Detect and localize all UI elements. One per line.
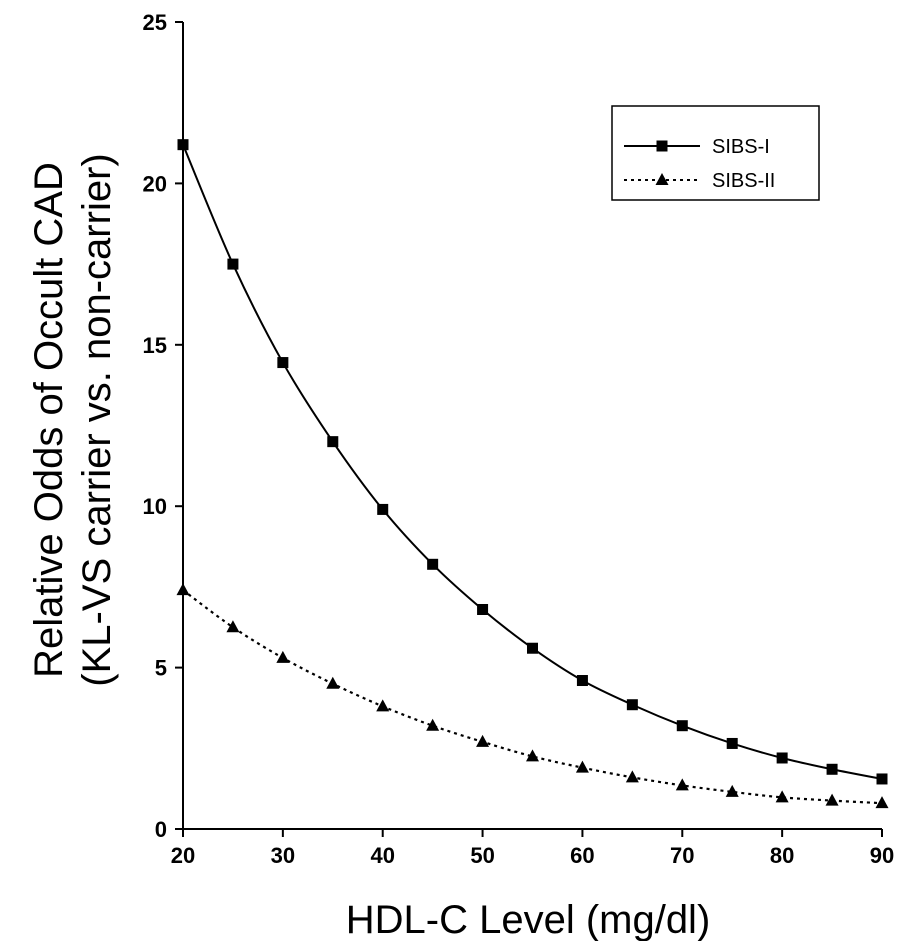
data-point-square <box>726 737 738 749</box>
legend-marker-square <box>656 140 668 152</box>
axes <box>182 22 882 830</box>
legend-marker-triangle <box>655 173 669 185</box>
data-point-triangle <box>476 734 490 747</box>
data-point-triangle <box>675 778 689 791</box>
data-point-square <box>427 558 439 570</box>
data-point-triangle <box>376 699 390 712</box>
x-tick-label: 30 <box>271 843 295 868</box>
x-tick-label: 90 <box>870 843 894 868</box>
data-point-square <box>327 436 339 448</box>
data-point-square <box>177 139 189 151</box>
series-line <box>182 589 883 805</box>
y-tick-label: 10 <box>143 494 167 519</box>
data-point-square <box>876 773 888 785</box>
x-tick-label: 20 <box>171 843 195 868</box>
data-point-square <box>227 258 239 270</box>
data-point-square <box>826 763 838 775</box>
data-point-square <box>776 752 788 764</box>
y-tick-labels: 0 5 10 15 20 25 <box>143 10 183 842</box>
series-layer <box>176 139 889 809</box>
data-point-triangle <box>176 583 190 596</box>
data-point-triangle <box>625 770 639 783</box>
x-tick-label: 50 <box>470 843 494 868</box>
data-point-triangle <box>526 749 539 762</box>
data-point-square <box>477 603 489 615</box>
legend: SIBS-I SIBS-II <box>611 105 820 201</box>
y-axis-title-line1: Relative Odds of Occult CAD <box>27 162 71 678</box>
data-point-triangle <box>875 796 889 809</box>
data-point-triangle <box>426 718 440 731</box>
x-axis-title: HDL-C Level (mg/dl) <box>346 898 711 941</box>
data-point-triangle <box>825 793 839 806</box>
x-tick-label: 70 <box>670 843 694 868</box>
data-point-square <box>527 642 538 654</box>
y-axis-title-line2: (KL-VS carrier vs. non-carrier) <box>75 153 119 686</box>
x-tick-label: 80 <box>770 843 794 868</box>
data-point-square <box>576 675 588 687</box>
legend-box <box>611 105 820 201</box>
y-tick-label: 20 <box>143 171 167 196</box>
series-sibs-ii <box>176 583 889 809</box>
series-sibs-i <box>177 139 888 785</box>
x-tick-label: 40 <box>370 843 394 868</box>
y-tick-label: 5 <box>155 656 167 681</box>
y-tick-label: 25 <box>143 10 167 35</box>
x-tick-label: 60 <box>570 843 594 868</box>
data-point-triangle <box>276 650 290 663</box>
x-tick-labels: 20 30 40 50 60 70 80 90 <box>171 829 894 868</box>
y-tick-label: 0 <box>155 817 167 842</box>
data-point-triangle <box>775 790 789 803</box>
legend-label: SIBS-I <box>712 136 770 158</box>
legend-label: SIBS-II <box>712 170 775 192</box>
data-point-square <box>277 357 289 369</box>
data-point-triangle <box>725 784 739 797</box>
data-point-square <box>676 720 688 732</box>
series-line <box>182 144 883 780</box>
data-point-triangle <box>326 676 340 689</box>
data-point-square <box>626 699 638 711</box>
data-point-triangle <box>575 760 589 773</box>
data-point-triangle <box>226 620 240 633</box>
data-point-square <box>377 503 389 515</box>
y-tick-label: 15 <box>143 333 167 358</box>
